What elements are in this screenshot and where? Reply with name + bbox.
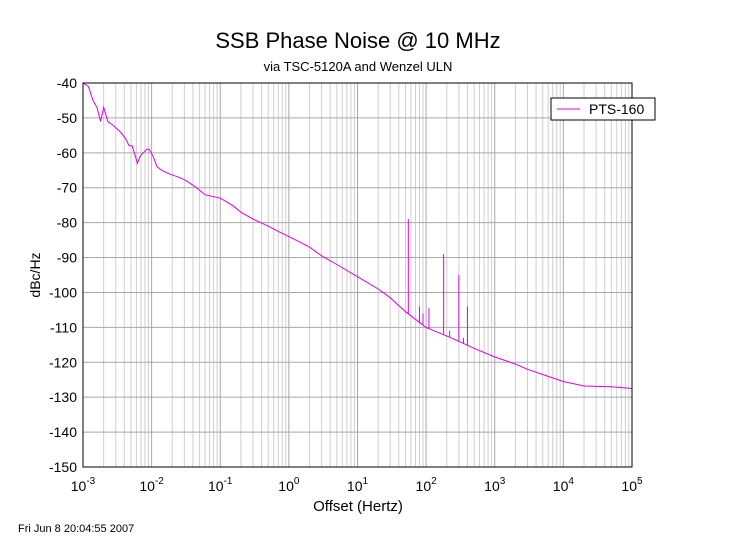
- series-layer: [82, 82, 633, 389]
- timestamp: Fri Jun 8 20:04:55 2007: [18, 523, 135, 535]
- y-axis-label: dBc/Hz: [27, 252, 43, 297]
- x-tick-label: 10-2: [139, 476, 164, 494]
- chart-title: SSB Phase Noise @ 10 MHz: [215, 28, 500, 53]
- legend-label: PTS-160: [589, 101, 644, 117]
- y-tick-label: -140: [49, 424, 77, 440]
- y-tick-label: -80: [57, 215, 77, 231]
- x-tick-label: 10-3: [71, 476, 96, 494]
- legend-box: [550, 97, 656, 121]
- y-tick-label: -110: [50, 319, 77, 335]
- x-tick-label: 10-1: [208, 476, 233, 494]
- x-axis-label: Offset (Hertz): [313, 498, 403, 515]
- x-tick-label: 105: [621, 476, 643, 494]
- grid: [82, 82, 632, 468]
- x-axis: 10-3 10-2 10-1 100 101 102 103 104 105: [71, 476, 643, 494]
- x-tick-label: 101: [347, 476, 369, 494]
- y-axis: -40 -50 -60 -70 -80 -90 -100 -110 -120 -130 -140 -1…: [49, 75, 77, 475]
- y-tick-label: -90: [57, 250, 77, 266]
- x-tick-label: 104: [553, 476, 575, 494]
- y-tick-label: -40: [57, 75, 77, 91]
- y-tick-label: -50: [57, 110, 77, 126]
- legend: PTS-160: [550, 97, 656, 121]
- y-tick-label: -100: [49, 284, 77, 300]
- x-tick-label: 102: [416, 476, 438, 494]
- y-tick-label: -130: [49, 389, 77, 405]
- y-tick-label: -70: [57, 180, 77, 196]
- x-tick-label: 100: [278, 476, 300, 494]
- plot-frame: [82, 82, 633, 468]
- chart-subtitle: via TSC-5120A and Wenzel ULN: [264, 59, 453, 74]
- y-tick-label: -150: [49, 459, 77, 475]
- y-tick-label: -60: [57, 145, 77, 161]
- y-tick-label: -120: [49, 354, 77, 370]
- x-tick-label: 103: [484, 476, 506, 494]
- series-line-pts-160: [82, 82, 633, 389]
